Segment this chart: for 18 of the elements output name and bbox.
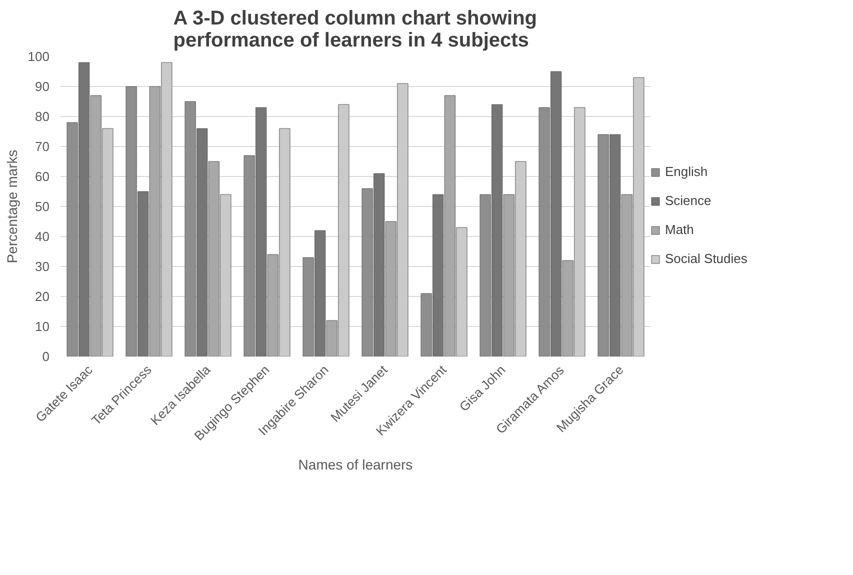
y-tick-label: 20: [35, 289, 50, 304]
y-tick-label: 40: [35, 229, 50, 244]
y-tick-label: 60: [35, 169, 50, 184]
y-tick-label: 50: [35, 199, 50, 214]
legend-label: English: [665, 164, 708, 179]
legend-label: Science: [665, 193, 712, 208]
legend-label: Social Studies: [665, 251, 748, 266]
y-tick-label: 80: [35, 109, 50, 124]
y-tick-label: 90: [35, 79, 50, 94]
y-axis-title: Percentage marks: [4, 150, 20, 264]
y-tick-label: 70: [35, 139, 50, 154]
legend-label: Math: [665, 222, 694, 237]
y-tick-label: 100: [28, 49, 50, 64]
y-tick-label: 30: [35, 259, 50, 274]
chart-title: A 3-D clustered column chart showing performance of learners in 4 subjects: [173, 8, 538, 52]
y-tick-label: 0: [42, 349, 50, 364]
y-tick-label: 10: [35, 319, 50, 334]
x-axis-title: Names of learners: [298, 456, 413, 473]
